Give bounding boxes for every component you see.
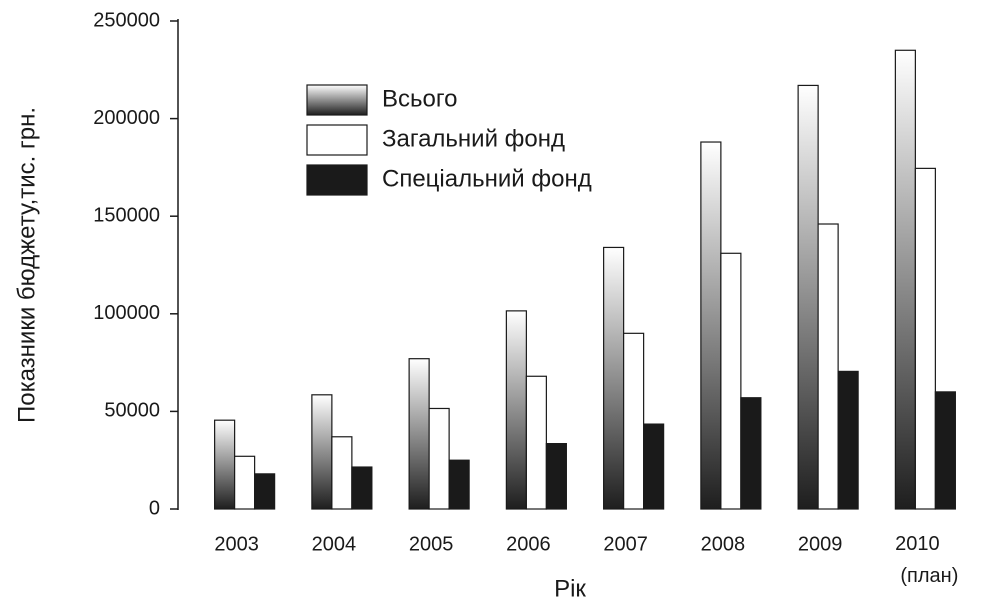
x-tick-label: 2004 [312,533,357,555]
x-tick-label: 2010 (план) [895,533,958,587]
x-tick-label: 2003 [214,533,259,555]
bar [934,391,956,510]
bar [311,394,333,510]
legend-swatch [306,164,368,196]
bar [643,423,665,510]
bar [525,375,547,510]
x-axis-title: Рік [554,575,586,602]
x-tick-label: 2009 [798,533,843,555]
bar [720,252,742,510]
bar [740,397,762,510]
bar [700,141,722,510]
bar [817,223,839,510]
bar [428,407,450,510]
legend-swatch [306,124,368,156]
legend-label: Спеціальний фонд [382,165,592,192]
legend-label: Всього [382,85,457,112]
bar [545,443,567,510]
y-tick-label: 150000 [93,204,160,226]
legend-label: Загальний фонд [382,125,565,152]
y-tick-label: 200000 [93,107,160,129]
bar [837,370,859,510]
bar [214,419,236,510]
bar [351,466,373,510]
x-tick-label: 2006 [506,533,551,555]
y-tick-label: 100000 [93,302,160,324]
bar [505,310,527,510]
bar [894,49,916,510]
legend-swatch [306,84,368,116]
bar [448,459,470,510]
y-tick-label: 0 [149,497,160,519]
bar [623,332,645,510]
y-axis-title: Показники бюджету,тис. грн. [13,107,40,423]
y-tick-label: 250000 [93,9,160,31]
x-tick-label: 2007 [603,533,648,555]
bar [914,167,936,510]
bar [797,84,819,510]
bar [603,246,625,510]
bar [331,436,353,510]
bar [234,455,256,510]
y-tick-label: 50000 [104,400,160,422]
bar [408,358,430,510]
x-tick-label: 2008 [701,533,746,555]
bar [254,473,276,510]
x-tick-label: 2005 [409,533,454,555]
